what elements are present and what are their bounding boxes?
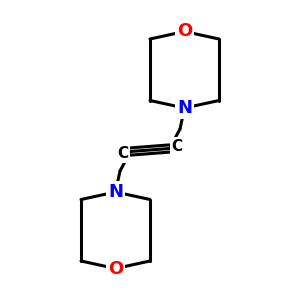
Text: O: O [177, 22, 192, 40]
Text: C: C [117, 146, 129, 161]
Text: N: N [177, 99, 192, 117]
Text: O: O [108, 260, 123, 278]
Text: C: C [171, 139, 183, 154]
Text: N: N [108, 183, 123, 201]
